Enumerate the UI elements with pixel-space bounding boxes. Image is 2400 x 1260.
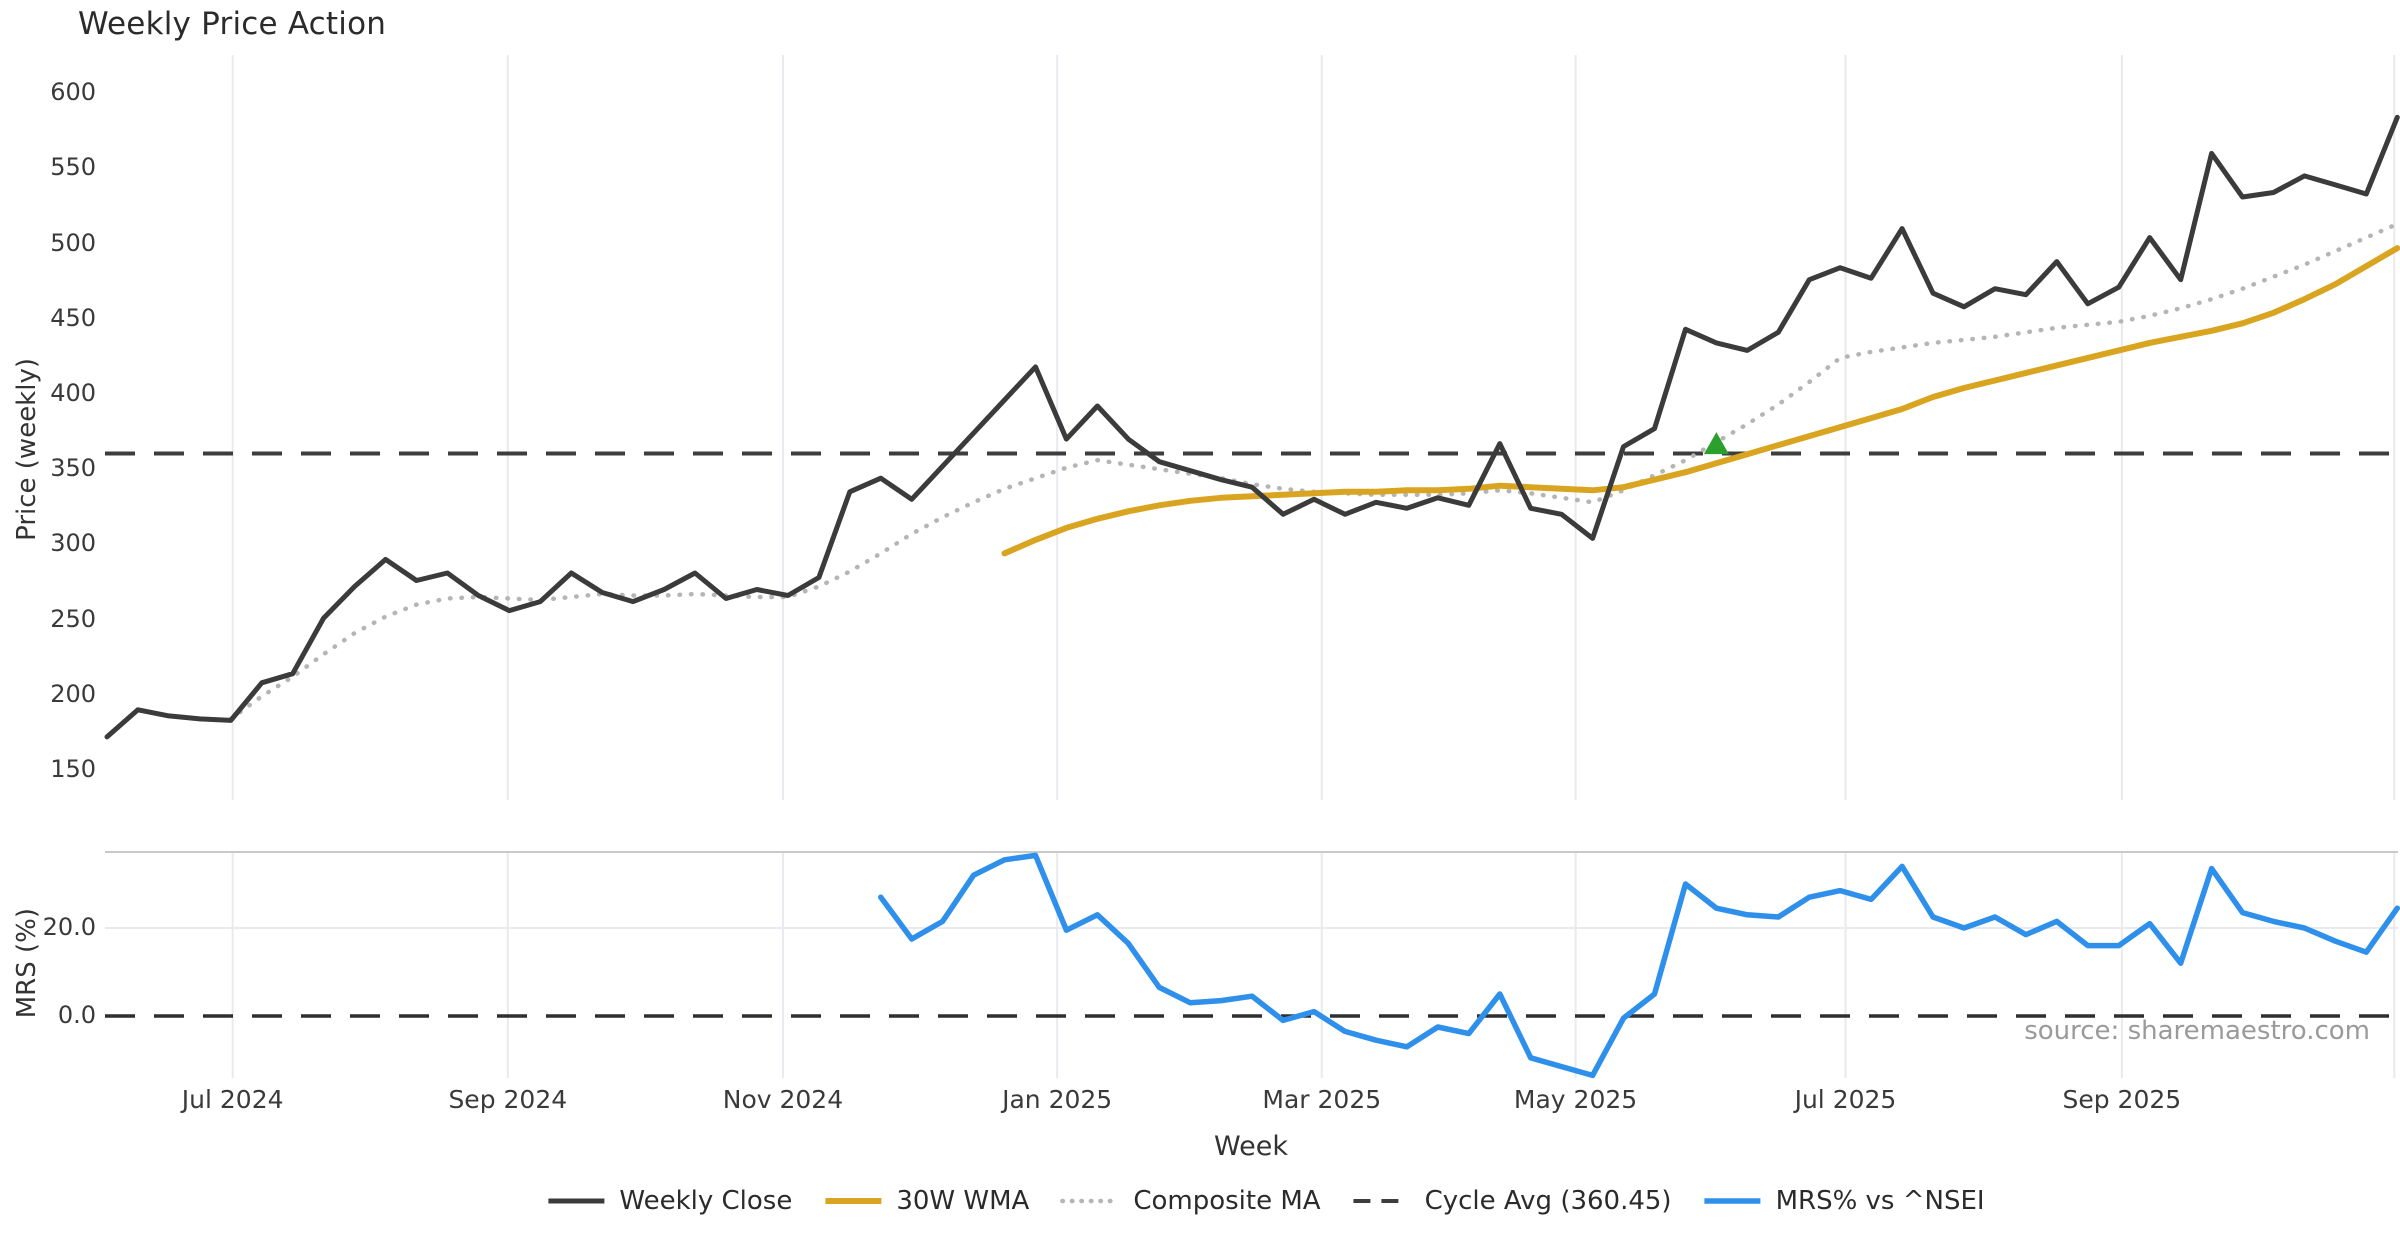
price-tick-label: 450 (50, 303, 96, 332)
chart-title: Weekly Price Action (78, 6, 387, 42)
weekly-close-line (104, 114, 2400, 740)
price-tick-label: 550 (50, 153, 96, 182)
legend: Weekly Close 30W WMA Composite MA Cycle … (545, 1186, 1985, 1216)
legend-label: MRS% vs ^NSEI (1775, 1186, 1985, 1216)
x-axis-label: Week (1214, 1131, 1288, 1162)
legend-item-30w-wma: 30W WMA (822, 1186, 1029, 1216)
source-note: source: sharemaestro.com (2024, 1016, 2370, 1046)
price-tick-label: 200 (50, 679, 96, 708)
mrs-tick-label: 0.0 (57, 1001, 96, 1029)
wma-swatch (825, 1198, 882, 1204)
x-tick-label: Jan 2025 (1002, 1085, 1113, 1114)
price-tick-label: 250 (50, 604, 96, 633)
mrs-line (878, 852, 2400, 1079)
x-tick-label: Sep 2025 (2062, 1085, 2182, 1114)
mrs-tick-label: 20.0 (42, 913, 96, 941)
price-tick-label: 600 (50, 78, 96, 107)
x-tick-label: Nov 2024 (722, 1085, 844, 1114)
price-tick-label: 400 (50, 379, 96, 407)
crossover-triangle-marker (1703, 432, 1729, 455)
legend-item-cycle-avg: Cycle Avg (360.45) (1351, 1186, 1672, 1216)
x-tick-label: Jul 2025 (1794, 1085, 1897, 1114)
x-tick-label: May 2025 (1513, 1085, 1638, 1114)
legend-item-mrs: MRS% vs ^NSEI (1702, 1186, 1985, 1216)
price-tick-label: 300 (50, 529, 96, 558)
price-tick-label: 500 (50, 228, 96, 257)
weekly-close-swatch (548, 1198, 605, 1204)
x-tick-label: Jul 2024 (181, 1085, 284, 1114)
mrs-swatch (1704, 1198, 1761, 1204)
x-tick-label: Sep 2024 (448, 1085, 568, 1114)
legend-label: 30W WMA (896, 1186, 1030, 1216)
legend-label: Weekly Close (619, 1186, 793, 1216)
x-tick-label: Mar 2025 (1262, 1085, 1382, 1114)
legend-label: Cycle Avg (360.45) (1424, 1186, 1672, 1216)
wma-line (1001, 245, 2400, 557)
legend-item-composite-ma: Composite MA (1059, 1186, 1321, 1216)
composite-ma-swatch (1060, 1198, 1121, 1204)
cycle-avg-swatch (1353, 1199, 1410, 1203)
price-tick-label: 150 (50, 755, 96, 783)
series-lines (104, 114, 2400, 1079)
legend-item-weekly-close: Weekly Close (545, 1186, 792, 1216)
price-tick-label: 350 (50, 454, 96, 483)
legend-label: Composite MA (1133, 1186, 1321, 1216)
composite-ma-line (228, 221, 2400, 722)
